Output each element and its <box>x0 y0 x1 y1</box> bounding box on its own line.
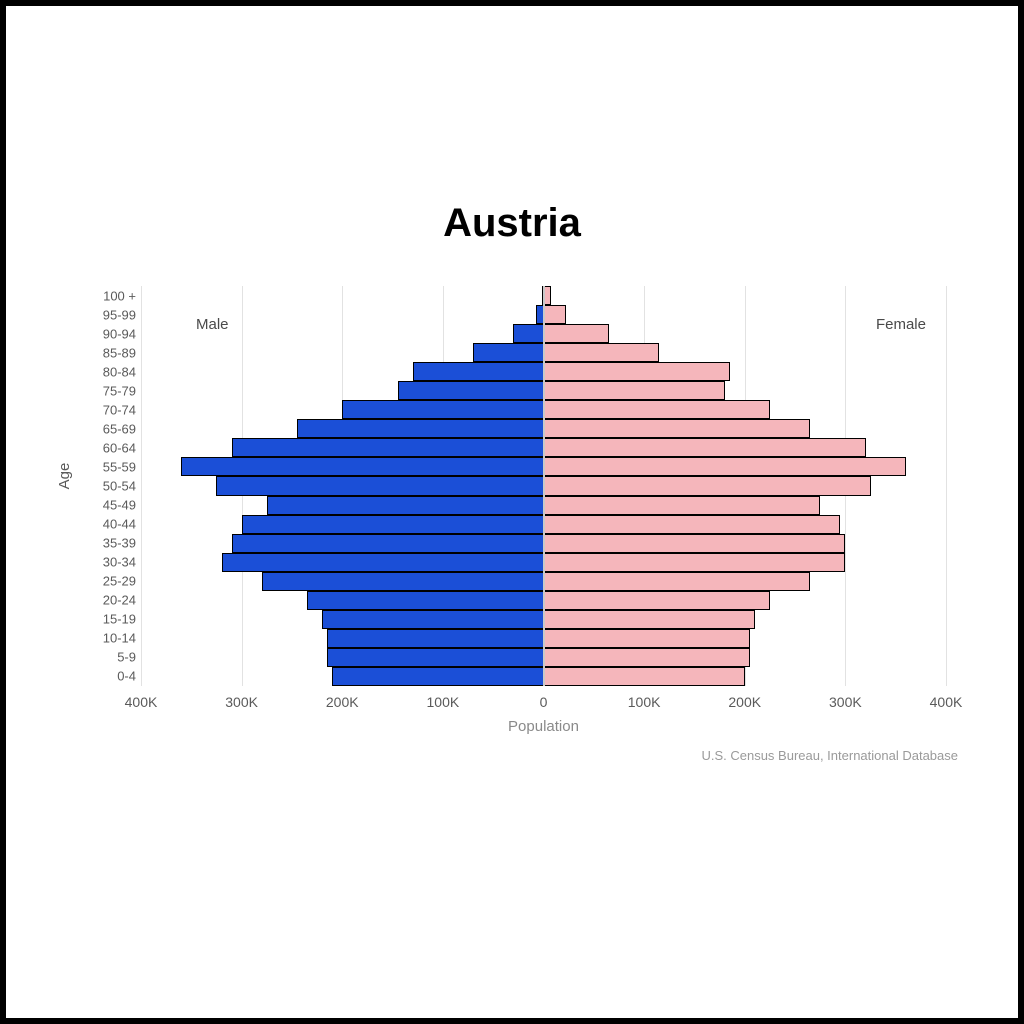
chart-plot-area: Male Female <box>141 286 946 686</box>
male-bar <box>297 419 544 438</box>
y-tick-label: 35-39 <box>103 536 136 551</box>
legend-male: Male <box>196 316 229 333</box>
gridline <box>946 286 947 686</box>
chart-frame: Austria Age Male Female 0-4 5-9 10-14 15-19 2… <box>0 0 1024 1024</box>
male-bar <box>307 591 543 610</box>
female-bar <box>544 476 871 495</box>
male-bar <box>267 496 544 515</box>
female-bar <box>544 400 770 419</box>
y-tick-label: 85-89 <box>103 345 136 360</box>
male-bar <box>327 648 543 667</box>
male-bar <box>332 667 543 686</box>
x-tick-label: 200K <box>728 694 761 710</box>
x-axis-title: Population <box>141 718 946 735</box>
male-bar <box>327 629 543 648</box>
x-tick-label: 100K <box>628 694 661 710</box>
x-tick-label: 400K <box>930 694 963 710</box>
y-tick-label: 55-59 <box>103 459 136 474</box>
female-bar <box>544 381 725 400</box>
female-bar <box>544 419 811 438</box>
y-tick-label: 70-74 <box>103 402 136 417</box>
y-tick-label: 15-19 <box>103 612 136 627</box>
female-bar <box>544 457 906 476</box>
y-axis-title: Age <box>56 463 73 490</box>
male-bar <box>216 476 543 495</box>
male-bar <box>413 362 544 381</box>
y-tick-label: 65-69 <box>103 421 136 436</box>
female-bar <box>544 343 660 362</box>
female-bar <box>544 591 770 610</box>
male-bar <box>342 400 543 419</box>
male-bar <box>262 572 544 591</box>
x-tick-label: 200K <box>326 694 359 710</box>
y-tick-label: 90-94 <box>103 326 136 341</box>
y-tick-label: 20-24 <box>103 593 136 608</box>
female-bar <box>544 496 821 515</box>
x-tick-label: 0 <box>540 694 548 710</box>
x-tick-label: 300K <box>225 694 258 710</box>
female-bar <box>544 534 846 553</box>
male-bar <box>398 381 544 400</box>
male-bar <box>181 457 543 476</box>
center-axis <box>543 286 545 686</box>
female-bar <box>544 515 841 534</box>
legend-female: Female <box>876 316 926 333</box>
female-bar <box>544 553 846 572</box>
y-tick-label: 0-4 <box>117 669 136 684</box>
y-tick-label: 10-14 <box>103 631 136 646</box>
male-bar <box>232 438 544 457</box>
y-tick-label: 5-9 <box>117 650 136 665</box>
y-tick-label: 40-44 <box>103 517 136 532</box>
chart-title: Austria <box>6 201 1018 246</box>
female-bar <box>544 610 755 629</box>
female-bar <box>544 667 745 686</box>
y-tick-label: 45-49 <box>103 498 136 513</box>
y-tick-label: 100 + <box>103 288 136 303</box>
y-tick-label: 60-64 <box>103 440 136 455</box>
male-bar <box>232 534 544 553</box>
female-bar <box>544 572 811 591</box>
male-bar <box>513 324 543 343</box>
female-bar <box>544 629 750 648</box>
female-bar <box>544 305 566 324</box>
female-bar <box>544 324 609 343</box>
female-bar <box>544 362 730 381</box>
y-axis-labels: 0-4 5-9 10-14 15-19 20-24 25-29 30-34 35-39 40-4… <box>76 286 136 686</box>
female-bar <box>544 286 551 305</box>
male-bar <box>242 515 544 534</box>
x-tick-label: 100K <box>427 694 460 710</box>
x-tick-label: 400K <box>125 694 158 710</box>
y-tick-label: 75-79 <box>103 383 136 398</box>
credit-text: U.S. Census Bureau, International Databa… <box>701 748 958 763</box>
y-tick-label: 25-29 <box>103 574 136 589</box>
male-bar <box>222 553 544 572</box>
y-tick-label: 95-99 <box>103 307 136 322</box>
female-bar <box>544 648 750 667</box>
male-bar <box>322 610 543 629</box>
male-bar <box>473 343 543 362</box>
y-tick-label: 30-34 <box>103 555 136 570</box>
y-tick-label: 50-54 <box>103 479 136 494</box>
y-tick-label: 80-84 <box>103 364 136 379</box>
x-tick-label: 300K <box>829 694 862 710</box>
female-bar <box>544 438 866 457</box>
